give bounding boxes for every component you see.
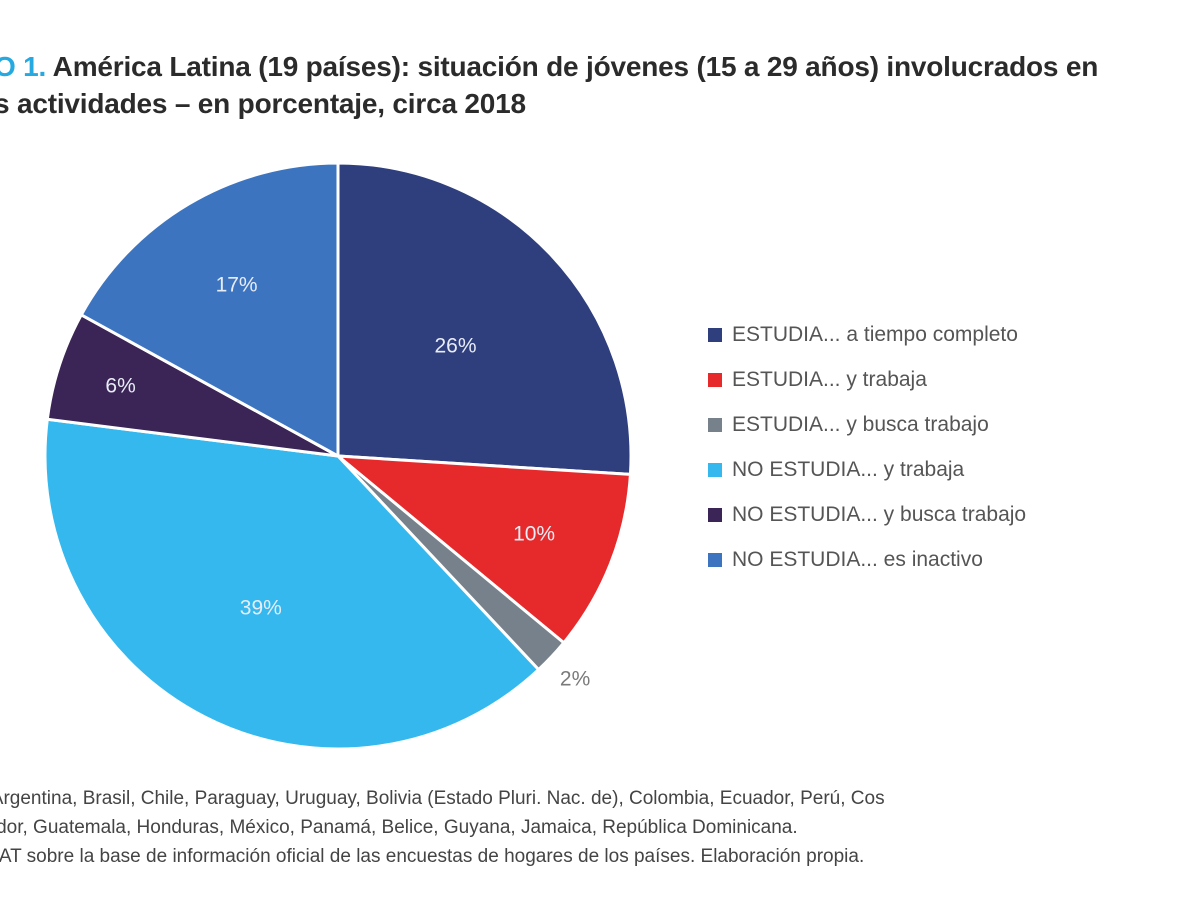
pie-label-no-estudia-inactivo: 17% (216, 274, 258, 297)
legend-swatch (708, 507, 722, 522)
figure-number: O 1. (0, 51, 47, 82)
pie-slice-no-estudia-trabaja (43, 417, 541, 751)
pie-label-no-estudia-trabaja: 39% (240, 596, 282, 619)
legend-item: NO ESTUDIA... y busca trabajo (708, 492, 1026, 537)
legend-label: ESTUDIA... y busca trabajo (732, 412, 989, 436)
pie-label-estudia-tiempo-completo: 26% (434, 335, 476, 358)
pie-slice-estudia-tiempo-completo (336, 161, 633, 476)
legend-item: ESTUDIA... y trabaja (708, 357, 1026, 402)
legend-label: NO ESTUDIA... y trabaja (732, 457, 965, 481)
legend-item: NO ESTUDIA... es inactivo (708, 537, 1026, 582)
legend-label: NO ESTUDIA... es inactivo (732, 547, 983, 571)
legend-swatch (708, 372, 722, 387)
note-line: e Argentina, Brasil, Chile, Paraguay, Ur… (0, 788, 885, 809)
legend-label: ESTUDIA... y trabaja (732, 367, 927, 391)
chart-title: O 1. América Latina (19 países): situaci… (0, 48, 1098, 122)
legend-label: ESTUDIA... a tiempo completo (732, 322, 1018, 346)
legend-item: NO ESTUDIA... y trabaja (708, 447, 1026, 492)
chart-notes: e Argentina, Brasil, Chile, Paraguay, Ur… (0, 784, 885, 871)
legend-label: NO ESTUDIA... y busca trabajo (732, 502, 1027, 526)
pie-chart: 26% 10% 2% 39% 6% 17% (43, 161, 633, 751)
pie-label-no-estudia-busca-trabajo: 6% (105, 374, 135, 397)
pie-label-estudia-busca-trabajo: 2% (560, 668, 590, 691)
title-line-2: s actividades – en porcentaje, circa 201… (0, 88, 526, 119)
legend-item: ESTUDIA... a tiempo completo (708, 312, 1026, 357)
pie-slice-no-estudia-inactivo (79, 161, 340, 458)
legend-swatch (708, 462, 722, 477)
title-line-1: América Latina (19 países): situación de… (52, 51, 1099, 82)
legend-swatch (708, 327, 722, 342)
pie-label-estudia-y-trabaja: 10% (513, 523, 555, 546)
legend-swatch (708, 417, 722, 432)
chart-legend: ESTUDIA... a tiempo completo ESTUDIA... … (708, 312, 1026, 582)
legend-item: ESTUDIA... y busca trabajo (708, 402, 1026, 447)
pie-slice-estudia-y-trabaja (336, 454, 632, 645)
note-line: STAT sobre la base de información oficia… (0, 846, 865, 867)
legend-swatch (708, 552, 722, 567)
note-line: vador, Guatemala, Honduras, México, Pana… (0, 817, 798, 838)
